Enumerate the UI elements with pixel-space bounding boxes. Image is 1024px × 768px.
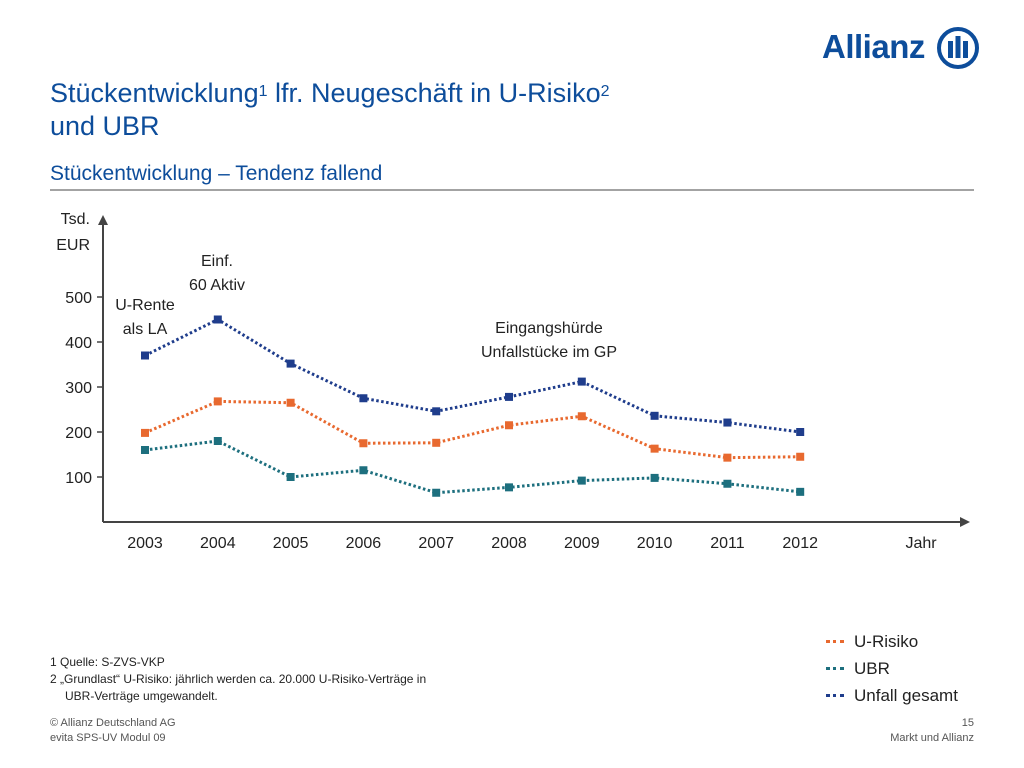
x-tick-label: 2004 [200,535,236,552]
data-point-u-risiko [141,428,149,437]
x-tick-label: 2007 [418,535,454,552]
data-point-u-risiko [359,439,368,448]
legend-item-unfall-gesamt: Unfall gesamt [826,682,958,709]
data-point-u-risiko [286,398,295,407]
title-text-line2: und UBR [50,111,160,141]
chart-legend: U-Risiko UBR Unfall gesamt [826,628,958,709]
footnotes: 1 Quelle: S-ZVS-VKP 2 „Grundlast“ U-Risi… [50,654,426,705]
footer-module: evita SPS-UV Modul 09 [50,732,166,744]
series-line-u-risiko [144,399,801,460]
y-axis-label-line1: Tsd. [61,211,90,228]
footnote-2: 2 „Grundlast“ U-Risiko: jährlich werden … [50,672,427,686]
chart-annotation: U-Rente [115,297,175,314]
y-tick-label: 100 [65,470,92,487]
data-point-unfall-gesamt [359,394,368,403]
chart-annotation: Unfallstücke im GP [481,344,617,361]
data-point-unfall-gesamt [432,407,441,416]
data-point-ubr [505,483,513,492]
x-tick-label: 2012 [782,535,818,552]
y-tick-label: 300 [65,380,92,397]
data-point-unfall-gesamt [213,315,222,324]
data-point-ubr [796,487,805,496]
legend-swatch-ubr [826,667,844,670]
allianz-eagle-icon [937,27,979,69]
data-point-ubr [286,473,295,481]
y-tick-label: 200 [65,425,92,442]
title-text-b: lfr. Neugeschäft in U-Risiko [267,78,601,108]
y-axis-arrow [98,215,108,225]
series-line-ubr [144,439,801,495]
legend-label-ubr: UBR [854,658,890,678]
footnote-1: 1 Quelle: S-ZVS-VKP [50,655,165,669]
data-point-u-risiko [505,421,513,430]
data-point-ubr [723,479,732,488]
legend-item-ubr: UBR [826,655,958,682]
footer-copyright: © Allianz Deutschland AG [50,717,176,729]
x-tick-label: 2005 [273,535,309,552]
data-point-unfall-gesamt [505,392,513,401]
title-footnote-1: 1 [258,83,268,100]
data-point-u-risiko [723,453,732,462]
data-point-ubr [432,488,441,497]
data-point-unfall-gesamt [577,377,586,386]
footer-right: 15 Markt und Allianz [890,716,974,746]
series-line-unfall-gesamt [144,317,801,434]
chart-annotation: 60 Aktiv [189,277,245,294]
x-axis-label: Jahr [905,535,937,552]
x-tick-label: 2010 [637,535,673,552]
x-tick-label: 2003 [127,535,163,552]
data-point-ubr [213,437,222,445]
x-tick-label: 2008 [491,535,527,552]
x-tick-label: 2006 [346,535,382,552]
x-tick-label: 2011 [710,535,745,552]
chart-annotation: Eingangshürde [495,320,603,337]
data-point-ubr [650,473,659,482]
subtitle-divider [50,189,974,191]
legend-label-u-risiko: U-Risiko [854,631,919,651]
legend-item-u-risiko: U-Risiko [826,628,958,655]
y-axis-label-line2: EUR [56,237,90,254]
x-tick-label: 2009 [564,535,600,552]
data-point-ubr [141,446,149,454]
y-tick-label: 400 [65,335,92,352]
data-point-unfall-gesamt [286,359,295,368]
footnote-2-continued: UBR-Verträge umgewandelt. [65,689,218,703]
footer-left: © Allianz Deutschland AG evita SPS-UV Mo… [50,716,176,746]
data-point-unfall-gesamt [650,411,659,420]
data-point-u-risiko [577,412,586,421]
title-text-a: Stückentwicklung [50,78,259,108]
legend-label-unfall-gesamt: Unfall gesamt [854,685,958,705]
data-point-u-risiko [213,397,222,406]
data-point-unfall-gesamt [723,418,732,427]
section-subtitle: Stückentwicklung – Tendenz fallend [50,162,383,185]
data-point-ubr [577,476,586,485]
y-tick-label: 500 [65,290,92,307]
legend-swatch-unfall-gesamt [826,694,844,697]
allianz-logo: Allianz [822,26,982,72]
logo-wordmark: Allianz [822,28,925,65]
title-footnote-2: 2 [600,83,610,100]
legend-swatch-u-risiko [826,640,844,643]
data-point-u-risiko [650,444,659,453]
footer-section: Markt und Allianz [890,732,974,744]
x-axis-arrow [960,517,970,527]
data-point-u-risiko [432,438,441,447]
chart-annotation: Einf. [201,253,233,270]
data-point-unfall-gesamt [141,351,149,360]
page-number: 15 [961,717,974,729]
data-point-ubr [359,466,368,475]
page-title: Stückentwicklung1 lfr. Neugeschäft in U-… [50,77,770,143]
chart-annotation: als LA [123,321,168,338]
data-point-u-risiko [796,452,805,461]
data-point-unfall-gesamt [796,428,805,436]
